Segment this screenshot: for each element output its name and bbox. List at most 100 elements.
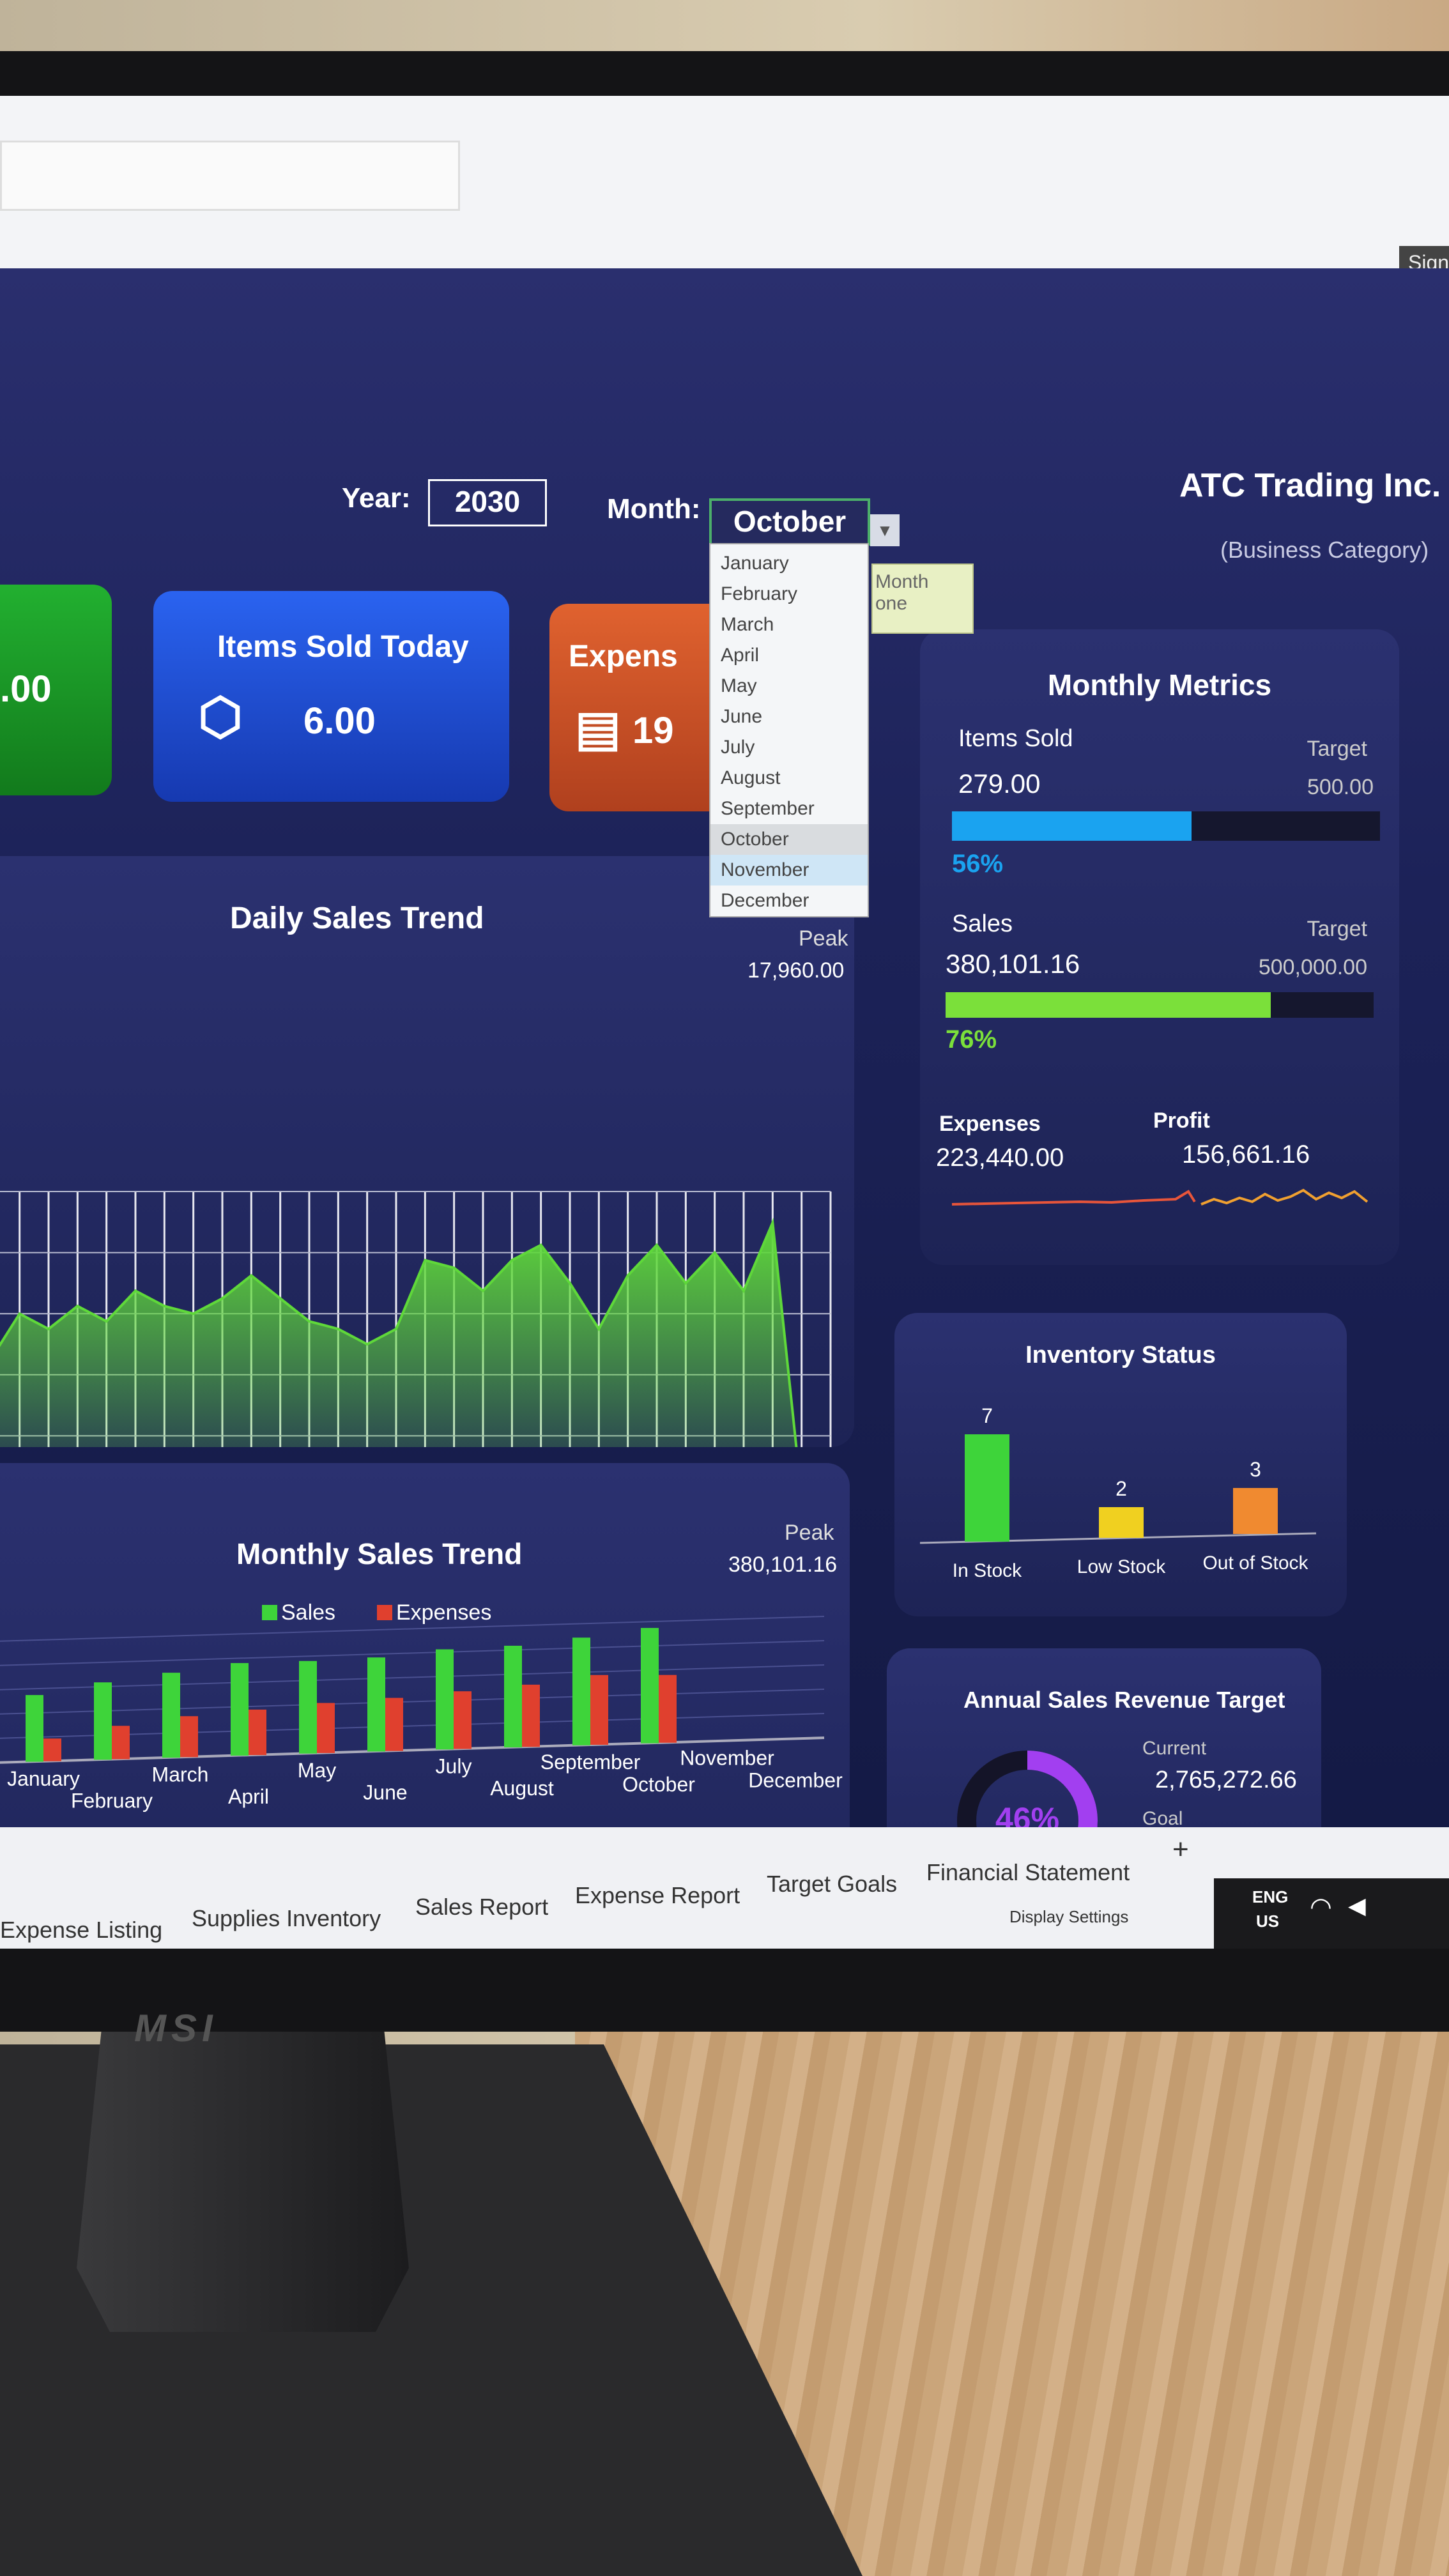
- legend-swatch: [262, 1605, 277, 1620]
- year-label: Year:: [342, 482, 411, 514]
- bar-sales: [299, 1660, 317, 1754]
- month-option[interactable]: March: [721, 614, 774, 635]
- profit-sparkline: [1200, 1188, 1368, 1206]
- receipt-icon: ▤: [575, 702, 621, 756]
- kpi-value: 6.00: [303, 700, 376, 742]
- bar-expenses: [317, 1703, 335, 1753]
- items-sold-value: 279.00: [958, 769, 1041, 799]
- sheet-tab[interactable]: Target Goals: [767, 1871, 898, 1897]
- donut-fill: [957, 1751, 1098, 1891]
- month-option[interactable]: February: [721, 583, 798, 604]
- month-option[interactable]: October: [710, 824, 868, 855]
- x-tick-label: March: [152, 1763, 209, 1786]
- month-option[interactable]: November: [710, 855, 868, 885]
- goal-label: Goal: [1142, 1808, 1183, 1829]
- daily-sales-area: [0, 1222, 797, 1447]
- business-category: (Business Category): [1220, 537, 1429, 563]
- sales-value: 380,101.16: [946, 949, 1080, 979]
- taskbar: ENG US ◠ ◀: [1214, 1878, 1449, 1949]
- language-region[interactable]: US: [1256, 1912, 1280, 1931]
- dashboard: Year: 2030 Month: October ▼ ATC Trading …: [0, 268, 1449, 1949]
- monthly-metrics-panel: Monthly Metrics Items Sold Target 279.00…: [920, 629, 1399, 1265]
- month-option[interactable]: May: [721, 675, 757, 696]
- sheet-tab[interactable]: Expense Listing: [0, 1917, 163, 1943]
- items-sold-label: Items Sold: [958, 725, 1073, 752]
- kpi-card-items-sold-today: Items Sold Today ⬡ 6.00: [153, 591, 509, 802]
- x-tick-label: August: [490, 1777, 554, 1800]
- grid-line: [0, 1664, 825, 1690]
- x-tick-label: June: [363, 1781, 407, 1804]
- company-name: ATC Trading Inc.: [1179, 467, 1441, 504]
- bar-expenses: [180, 1716, 198, 1758]
- x-tick-label: May: [298, 1759, 336, 1782]
- dropdown-arrow-icon[interactable]: ▼: [870, 514, 900, 546]
- sheet-tabs-bar: Expense Listing Supplies Inventory Sales R…: [0, 1827, 1449, 1949]
- language-indicator[interactable]: ENG: [1252, 1887, 1289, 1906]
- target-label: Target: [1307, 917, 1368, 941]
- legend-label: Expenses: [396, 1600, 491, 1625]
- sheet-tab[interactable]: Sales Report: [415, 1894, 549, 1920]
- inventory-chart: 7 In Stock 2 Low Stock 3 Out of Stock: [919, 1404, 1317, 1581]
- sales-progress-fill: [946, 992, 1271, 1018]
- profit-label: Profit: [1153, 1108, 1210, 1133]
- tooltip: Month one: [871, 564, 974, 634]
- wifi-icon[interactable]: ◠: [1310, 1893, 1332, 1921]
- profit-value: 156,661.16: [1182, 1140, 1310, 1169]
- monitor-stand: [77, 2012, 409, 2332]
- inventory-bar: [1233, 1488, 1278, 1534]
- sheet-tab[interactable]: Financial Statement: [926, 1859, 1130, 1885]
- legend-swatch: [377, 1605, 392, 1620]
- grid-line: [0, 1640, 825, 1666]
- x-tick-label: July: [436, 1754, 472, 1777]
- year-input[interactable]: 2030: [428, 479, 547, 526]
- panel-title: Inventory Status: [1025, 1342, 1216, 1368]
- sales-progress-bar: [946, 992, 1374, 1018]
- x-tick-label: Out of Stock: [1202, 1552, 1308, 1574]
- kpi-value: .00: [0, 668, 52, 710]
- tooltip-line: one: [875, 593, 908, 614]
- month-select[interactable]: October: [709, 498, 870, 546]
- bar-expenses: [112, 1726, 130, 1759]
- x-tick-label: September: [540, 1751, 641, 1774]
- sheet-tab[interactable]: Expense Report: [575, 1882, 740, 1908]
- bar-value-label: 2: [1116, 1477, 1127, 1500]
- items-target-value: 500.00: [1307, 775, 1374, 799]
- sales-label: Sales: [952, 910, 1013, 937]
- expenses-label: Expenses: [939, 1112, 1041, 1136]
- month-option[interactable]: January: [721, 553, 789, 574]
- expenses-value: 223,440.00: [936, 1144, 1064, 1172]
- items-progress-bar: [952, 811, 1380, 841]
- items-progress-fill: [952, 811, 1192, 841]
- kpi-title: Items Sold Today: [217, 630, 469, 664]
- bar-sales: [94, 1682, 112, 1760]
- current-value: 2,765,272.66: [1155, 1767, 1297, 1793]
- month-option[interactable]: December: [721, 890, 809, 911]
- peak-value: 380,101.16: [728, 1552, 838, 1577]
- sparklines: [951, 1188, 1368, 1206]
- bar-expenses: [659, 1675, 677, 1743]
- volume-icon[interactable]: ◀: [1348, 1892, 1366, 1919]
- chart-title: Monthly Sales Trend: [236, 1537, 523, 1570]
- daily-sales-chart: 3456789101112131415161718192021222324252…: [0, 1191, 832, 1447]
- bar-value-label: 7: [981, 1404, 993, 1427]
- month-option[interactable]: September: [721, 798, 815, 819]
- tooltip-line: Month: [875, 571, 929, 592]
- display-settings-button[interactable]: Display Settings: [1009, 1907, 1129, 1926]
- formula-bar[interactable]: [0, 141, 460, 211]
- add-sheet-icon[interactable]: +: [1172, 1834, 1189, 1865]
- x-tick-label: November: [680, 1747, 774, 1770]
- month-dropdown-list[interactable]: January February March April May June July Augu…: [709, 543, 869, 917]
- peak-value: 17,960.00: [747, 958, 845, 983]
- peak-label: Peak: [785, 1521, 834, 1545]
- screen: Sign Year: 2030 Month: October ▼ ATC Tra…: [0, 96, 1449, 1949]
- title-bar: Sign: [0, 96, 1449, 288]
- month-option[interactable]: June: [721, 706, 763, 727]
- month-option[interactable]: August: [721, 767, 781, 788]
- month-option[interactable]: April: [721, 645, 760, 666]
- bar-expenses: [454, 1691, 471, 1749]
- legend-label: Sales: [281, 1600, 335, 1625]
- month-option[interactable]: July: [721, 737, 755, 758]
- sheet-tab[interactable]: Supplies Inventory: [192, 1905, 381, 1931]
- kpi-value: 19: [632, 710, 674, 751]
